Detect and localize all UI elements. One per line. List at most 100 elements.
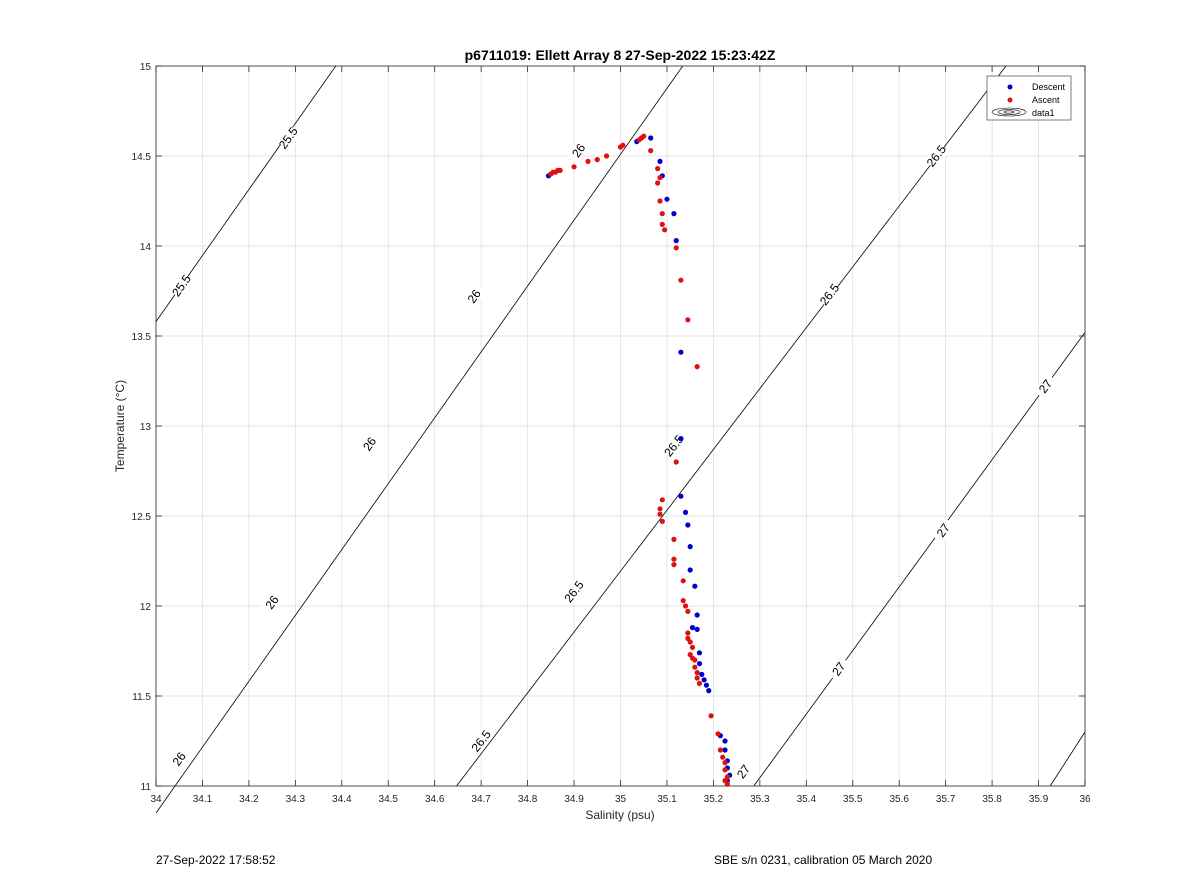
contour-label-bg — [462, 283, 487, 310]
contour-label-bg — [167, 745, 192, 773]
y-tick-label: 12.5 — [132, 512, 152, 523]
data-points — [545, 133, 733, 787]
contour-label-bg — [931, 517, 956, 544]
ascent-point — [659, 518, 665, 525]
x-tick-label: 34 — [150, 794, 162, 805]
x-tick-label: 35.7 — [936, 794, 956, 805]
ascent-point — [603, 153, 610, 159]
descent-point — [685, 522, 691, 528]
contour-label-bg — [826, 655, 851, 683]
ascent-point — [715, 731, 721, 737]
x-tick-label: 34.5 — [379, 794, 399, 805]
legend-ascent-label: Ascent — [1032, 95, 1060, 105]
y-tick-label: 11.5 — [132, 692, 151, 703]
ascent-point — [694, 670, 700, 676]
x-tick-label: 34.4 — [332, 794, 352, 805]
descent-point — [673, 238, 679, 244]
ascent-point — [557, 167, 563, 173]
ascent-point — [724, 781, 730, 787]
ascent-point — [678, 277, 684, 283]
ascent-point — [585, 158, 591, 164]
ascent-point — [571, 164, 577, 170]
contour-label-bg — [924, 143, 949, 169]
y-tick-label: 13 — [140, 422, 152, 433]
descent-point — [706, 688, 712, 694]
x-tick-label: 35.3 — [750, 794, 770, 805]
ascent-point — [689, 644, 696, 651]
contour-label-bg — [561, 578, 587, 605]
ascent-point — [694, 675, 700, 681]
descent-point — [722, 747, 728, 753]
ascent-point — [659, 497, 665, 503]
footer-sensor-info: SBE s/n 0231, calibration 05 March 2020 — [714, 853, 933, 867]
x-tick-label: 34.9 — [564, 794, 584, 805]
x-tick-label: 34.8 — [518, 794, 538, 805]
legend-contour-icon — [991, 107, 1027, 117]
x-tick-label: 34.2 — [239, 794, 259, 805]
descent-point — [687, 567, 693, 573]
ascent-point — [673, 459, 679, 465]
descent-point — [694, 626, 700, 633]
descent-point — [664, 196, 670, 202]
descent-point — [687, 544, 693, 550]
x-tick-label: 34.1 — [193, 794, 213, 805]
contour-label-bg — [566, 137, 591, 164]
ascent-point — [708, 713, 714, 719]
descent-point — [678, 436, 684, 442]
x-tick-label: 35.8 — [982, 794, 1002, 805]
legend-data1-label: data1 — [1032, 108, 1055, 118]
ascent-point — [671, 556, 677, 562]
x-tick-label: 35.9 — [1029, 794, 1049, 805]
y-tick-label: 14 — [140, 242, 152, 253]
x-tick-label: 35.4 — [797, 794, 817, 805]
legend-box — [986, 75, 1072, 121]
ascent-point — [673, 245, 679, 251]
ascent-point — [692, 664, 698, 670]
ascent-point — [671, 536, 677, 543]
x-tick-label: 34.7 — [471, 794, 491, 805]
y-tick-label: 13.5 — [132, 332, 152, 343]
series-ascent — [548, 133, 730, 787]
ascent-point — [717, 747, 723, 753]
y-tick-label: 11 — [141, 782, 152, 793]
ascent-point — [594, 157, 600, 163]
ascent-point — [648, 148, 654, 154]
contour-label-bg — [357, 430, 382, 458]
ascent-point — [722, 760, 728, 766]
ascent-point — [655, 180, 661, 186]
contour-label-bg — [817, 281, 842, 308]
ascent-point — [662, 227, 668, 233]
ascent-point — [685, 630, 691, 636]
ascent-point — [680, 578, 686, 584]
x-tick-label: 34.6 — [425, 794, 445, 805]
legend-ascent-marker — [1007, 97, 1013, 103]
ascent-point — [657, 175, 663, 181]
ascent-point — [641, 133, 647, 139]
ascent-point — [655, 166, 661, 172]
density-contour-line — [1049, 731, 1086, 787]
descent-point — [696, 650, 703, 656]
x-tick-label: 35.2 — [704, 794, 724, 805]
chart-title: p6711019: Ellett Array 8 27-Sep-2022 15:… — [465, 47, 776, 63]
descent-point — [699, 671, 705, 678]
ascent-point — [680, 598, 686, 604]
ascent-point — [671, 562, 677, 568]
descent-point — [678, 349, 684, 355]
descent-point — [671, 211, 677, 217]
legend-descent-label: Descent — [1032, 82, 1066, 92]
x-axis-label: Salinity (psu) — [585, 808, 654, 822]
density-contour-line — [155, 65, 684, 814]
x-tick-label: 34.3 — [286, 794, 306, 805]
contour-label-bg — [468, 728, 494, 754]
grid-lines — [155, 65, 1086, 787]
ascent-point — [687, 639, 693, 645]
contour-label-bg — [731, 758, 756, 785]
ascent-point — [620, 142, 626, 148]
legend-descent-marker — [1007, 84, 1013, 90]
density-contour-line — [753, 332, 1086, 787]
ascent-point — [659, 221, 665, 227]
ascent-point — [659, 211, 665, 217]
contour-label-bg — [1033, 373, 1058, 400]
x-ticks: 34 34.1 34.2 34.3 34.4 34.5 34.6 34.7 34.8 34.9 35… — [150, 66, 1091, 805]
descent-point — [678, 493, 684, 499]
